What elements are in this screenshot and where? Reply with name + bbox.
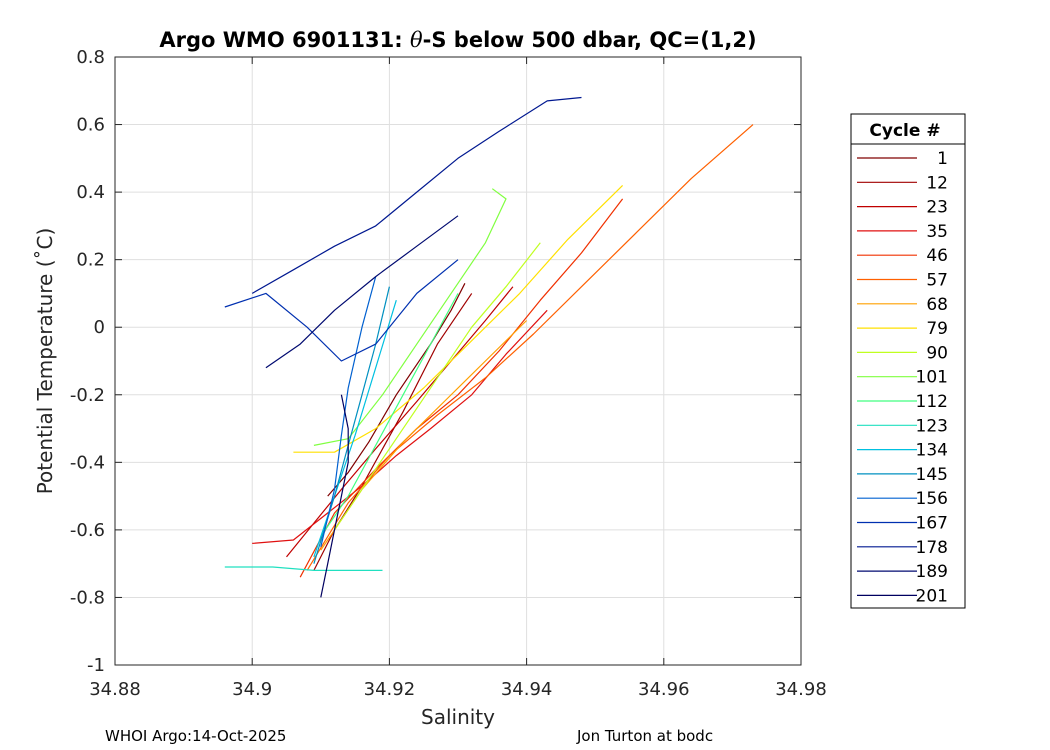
- legend-label-189: 189: [916, 562, 948, 582]
- title-prefix: Argo WMO 6901131:: [159, 28, 410, 52]
- legend-label-145: 145: [916, 465, 948, 485]
- series-line-46: [299, 198, 624, 578]
- x-tick-label: 34.9: [232, 679, 272, 700]
- x-tick-label: 34.92: [364, 679, 416, 700]
- y-tick-label: -1: [87, 655, 105, 676]
- legend-label-46: 46: [926, 246, 948, 266]
- axes-box: [114, 56, 802, 666]
- legend-label-57: 57: [926, 271, 948, 291]
- legend: Cycle # 11223354657687990101112123134145…: [850, 113, 966, 609]
- y-tick-label: -0.2: [70, 385, 105, 406]
- legend-label-201: 201: [916, 586, 948, 606]
- chart-title: Argo WMO 6901131: θ-S below 500 dbar, QC…: [159, 28, 756, 52]
- y-tick-label: -0.8: [70, 587, 105, 608]
- series-line-35: [252, 309, 548, 544]
- x-tick-label: 34.94: [501, 679, 553, 700]
- y-tick-label: 0.4: [76, 182, 105, 203]
- series-line-178: [251, 96, 582, 294]
- y-axis-label: Potential Temperature (˚C): [33, 228, 57, 495]
- y-tick-label: 0.2: [76, 250, 105, 271]
- y-tick-label: 0.8: [76, 47, 105, 68]
- x-tick-label: 34.88: [89, 679, 141, 700]
- series-line-79: [293, 184, 624, 453]
- legend-label-12: 12: [926, 173, 948, 193]
- title-suffix: -S below 500 dbar, QC=(1,2): [423, 28, 757, 52]
- legend-label-68: 68: [926, 295, 948, 315]
- legend-label-1: 1: [937, 149, 948, 169]
- y-tick-label: -0.4: [70, 452, 105, 473]
- plot-area: [115, 57, 801, 665]
- series-line-201: [320, 394, 349, 598]
- legend-title: Cycle #: [869, 121, 940, 141]
- x-axis-label: Salinity: [421, 705, 495, 729]
- series-line-23: [286, 286, 514, 558]
- legend-label-123: 123: [916, 416, 948, 436]
- series-line-123: [224, 566, 383, 572]
- legend-label-167: 167: [916, 514, 948, 534]
- series-line-90: [334, 242, 541, 531]
- y-tick-label: 0.6: [76, 115, 105, 136]
- y-tick-label: 0: [94, 317, 105, 338]
- legend-label-90: 90: [926, 343, 948, 363]
- legend-label-112: 112: [916, 392, 948, 412]
- legend-label-79: 79: [926, 319, 948, 339]
- footer-left: WHOI Argo:14-Oct-2025: [105, 727, 286, 745]
- series-line-1: [327, 283, 466, 497]
- series-layer: [224, 96, 754, 598]
- series-line-12: [313, 293, 473, 571]
- legend-label-134: 134: [916, 441, 948, 461]
- legend-label-156: 156: [916, 489, 948, 509]
- series-line-145: [313, 286, 390, 564]
- ticks: 34.88 34.9 34.92 34.94 34.96 34.98 -1 -0.8 -0.6 -…: [70, 47, 827, 700]
- title-theta: θ: [410, 28, 423, 52]
- x-tick-label: 34.96: [638, 679, 690, 700]
- y-tick-label: -0.6: [70, 520, 105, 541]
- legend-label-23: 23: [926, 198, 948, 218]
- legend-label-178: 178: [916, 538, 948, 558]
- series-line-101: [313, 188, 507, 446]
- footer-right: Jon Turton at bodc: [576, 727, 713, 745]
- legend-box: [850, 113, 966, 609]
- legend-label-101: 101: [916, 368, 948, 388]
- legend-label-35: 35: [926, 222, 948, 242]
- series-line-189: [265, 215, 459, 369]
- x-tick-label: 34.98: [775, 679, 827, 700]
- series-line-167: [224, 259, 459, 362]
- series-line-112: [320, 293, 459, 537]
